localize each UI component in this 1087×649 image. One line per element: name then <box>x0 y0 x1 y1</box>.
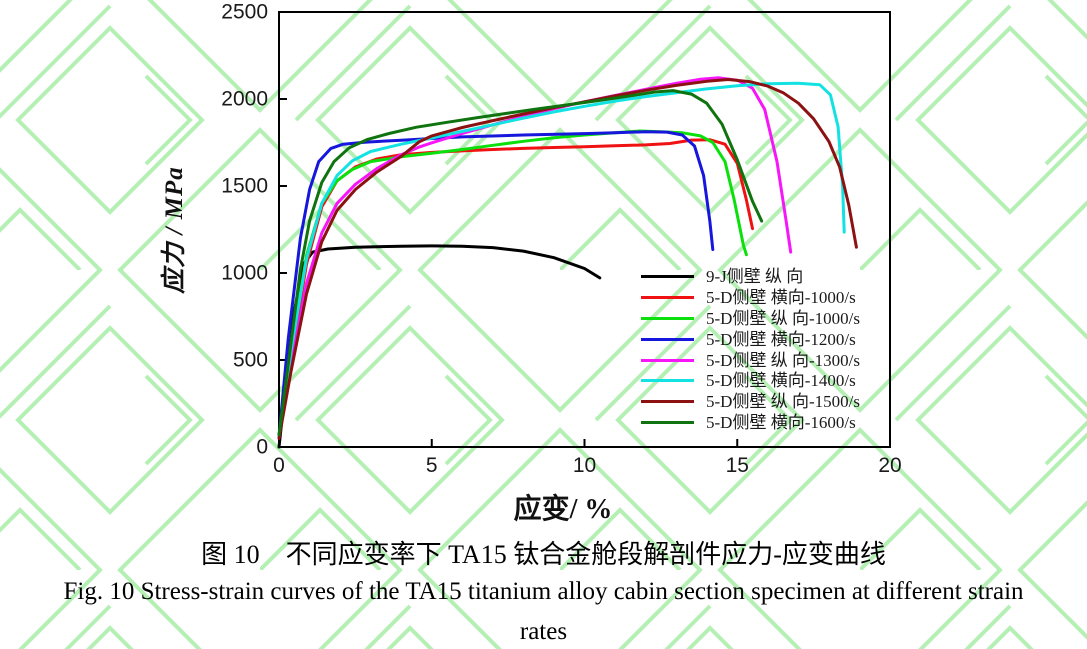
legend-swatch-4 <box>641 358 694 362</box>
legend-item-1: 5-D侧壁 横向-1000/s <box>641 287 860 308</box>
legend-swatch-0 <box>641 274 694 278</box>
legend-label-2: 5-D侧壁 纵 向-1000/s <box>706 308 860 328</box>
legend-swatch-5 <box>641 379 694 383</box>
caption-english-line2: rates <box>519 618 568 645</box>
legend-swatch-2 <box>641 316 694 320</box>
y-tick-label-500: 500 <box>232 348 268 372</box>
x-tick-label-10: 10 <box>572 454 597 477</box>
legend-swatch-3 <box>641 337 694 341</box>
caption-english-line1: Fig. 10 Stress-strain curves of the TA15… <box>63 578 1024 605</box>
legend-label-4: 5-D侧壁 纵 向-1300/s <box>706 350 860 370</box>
legend-item-3: 5-D侧壁 横向-1200/s <box>641 329 860 350</box>
legend-label-1: 5-D侧壁 横向-1000/s <box>706 287 856 307</box>
curve-2 <box>277 129 748 437</box>
y-axis-title: 应力 / MPa <box>161 166 188 294</box>
x-tick-label-15: 15 <box>725 454 749 477</box>
legend-item-0: 9-J侧壁 纵 向 <box>641 266 860 287</box>
legend-item-7: 5-D侧壁 横向-1600/s <box>641 412 860 433</box>
curve-3 <box>277 130 715 439</box>
legend-item-2: 5-D侧壁 纵 向-1000/s <box>641 308 860 329</box>
legend-swatch-7 <box>641 421 694 425</box>
y-tick-label-1000: 1000 <box>221 261 268 285</box>
legend-item-6: 5-D侧壁 纵 向-1500/s <box>641 391 860 412</box>
curve-4 <box>277 76 793 440</box>
legend-label-0: 9-J侧壁 纵 向 <box>706 266 804 286</box>
y-tick-label-0: 0 <box>256 435 268 459</box>
data-curves <box>277 76 858 449</box>
legend-label-6: 5-D侧壁 纵 向-1500/s <box>706 392 860 412</box>
legend-label-3: 5-D侧壁 横向-1200/s <box>706 329 856 349</box>
x-tick-label-5: 5 <box>425 454 438 477</box>
legend-swatch-6 <box>641 400 694 404</box>
y-tick-label-2500: 2500 <box>221 0 268 24</box>
legend-item-4: 5-D侧壁 纵 向-1300/s <box>641 350 860 371</box>
x-axis-title: 应变/ % <box>513 494 613 525</box>
y-tick-label-2000: 2000 <box>221 87 268 111</box>
legend-label-5: 5-D侧壁 横向-1400/s <box>706 371 856 391</box>
y-tick-label-1500: 1500 <box>221 174 268 198</box>
legend-item-5: 5-D侧壁 横向-1400/s <box>641 370 860 391</box>
caption-chinese: 图 10 不同应变率下 TA15 钛合金舱段解剖件应力-应变曲线 <box>201 540 886 569</box>
curve-5 <box>277 81 846 439</box>
x-tick-label-0: 0 <box>273 454 285 477</box>
x-tick-label-20: 20 <box>878 454 902 477</box>
legend: 9-J侧壁 纵 向 5-D侧壁 横向-1000/s 5-D侧壁 纵 向-1000/s… <box>641 266 860 433</box>
legend-label-7: 5-D侧壁 横向-1600/s <box>706 413 856 433</box>
curve-7 <box>277 89 764 437</box>
legend-swatch-1 <box>641 295 694 299</box>
